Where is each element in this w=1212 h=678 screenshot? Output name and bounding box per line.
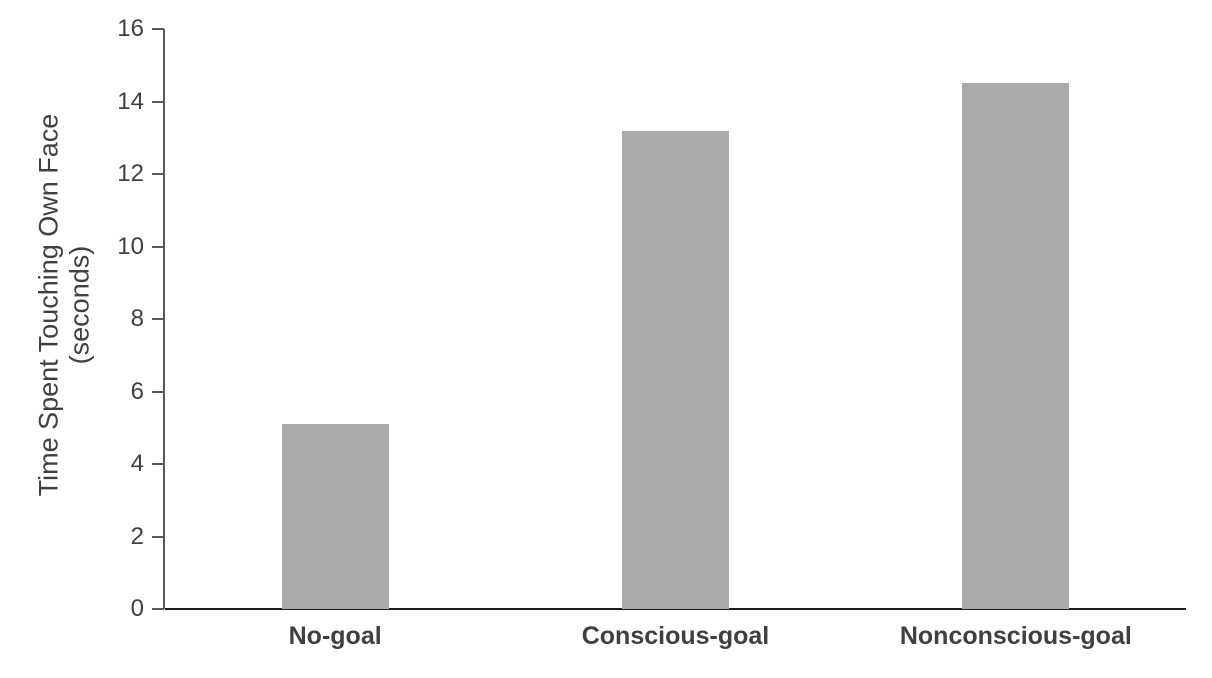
y-tick-label: 10 — [117, 232, 144, 260]
x-category-label-nonconscious-goal: Nonconscious-goal — [899, 622, 1132, 650]
y-axis-title-line2: (seconds) — [64, 245, 95, 365]
y-tick-label: 2 — [130, 522, 144, 550]
y-tick-label: 4 — [130, 450, 144, 477]
x-axis-line — [165, 608, 1186, 610]
y-tick-mark — [152, 608, 164, 610]
y-tick-mark — [152, 535, 164, 538]
y-tick-mark — [152, 28, 164, 30]
y-tick-label: 12 — [117, 160, 144, 187]
bar-no-goal — [281, 424, 389, 609]
bar-conscious-goal — [622, 130, 729, 609]
y-tick-mark — [152, 100, 164, 103]
y-axis-line — [163, 29, 165, 609]
y-axis-title-text: Time Spent Touching Own Face (seconds) — [33, 114, 95, 497]
y-tick-mark — [152, 245, 164, 248]
y-tick-mark — [152, 463, 164, 465]
y-tick-mark — [152, 390, 164, 393]
bar-nonconscious-goal — [962, 83, 1070, 609]
y-tick-label: 16 — [117, 15, 144, 42]
x-category-label-no-goal: No-goal — [288, 622, 382, 650]
plot-area — [165, 29, 1186, 609]
y-tick-mark — [152, 318, 164, 320]
y-axis-title-line1: Time Spent Touching Own Face — [32, 113, 63, 497]
y-tick-label: 14 — [117, 87, 144, 115]
y-tick-label: 8 — [130, 305, 144, 332]
x-category-label-conscious-goal: Conscious-goal — [581, 622, 770, 650]
y-tick-label: 0 — [130, 595, 144, 622]
y-tick-label: 6 — [130, 377, 144, 405]
y-tick-mark — [152, 173, 164, 175]
